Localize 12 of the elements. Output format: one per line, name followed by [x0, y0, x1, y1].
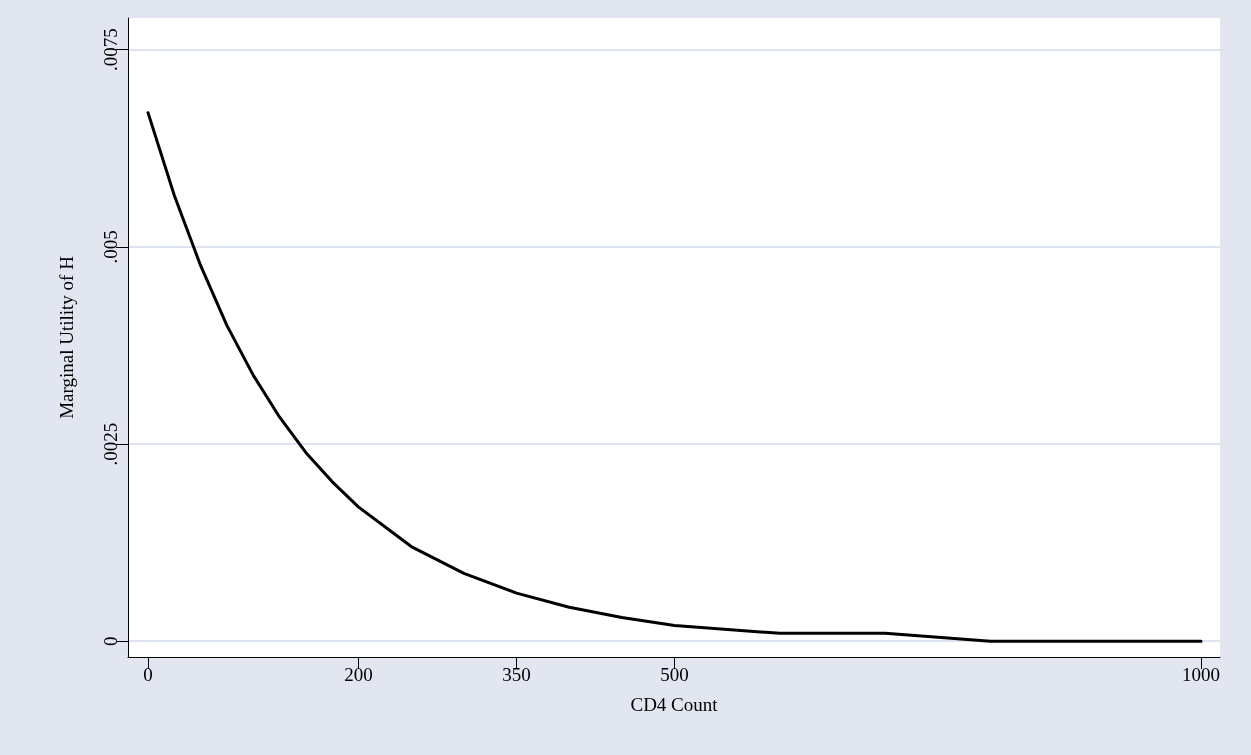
y-tick-label: .0075 [100, 28, 121, 71]
x-tick-label: 350 [502, 664, 531, 685]
line-series [146, 111, 1203, 643]
x-tick-label: 1000 [1182, 664, 1221, 685]
x-tick-label: 500 [660, 664, 689, 685]
y-tick-label: .005 [100, 230, 121, 264]
y-tick-label: .0025 [100, 422, 121, 466]
y-axis-title: Marginal Utility of H [56, 255, 77, 419]
x-tick-label: 200 [344, 664, 373, 685]
y-tick-label: 0 [100, 636, 121, 646]
x-axis-title: CD4 Count [630, 694, 719, 715]
x-tick-label: 0 [143, 664, 153, 685]
